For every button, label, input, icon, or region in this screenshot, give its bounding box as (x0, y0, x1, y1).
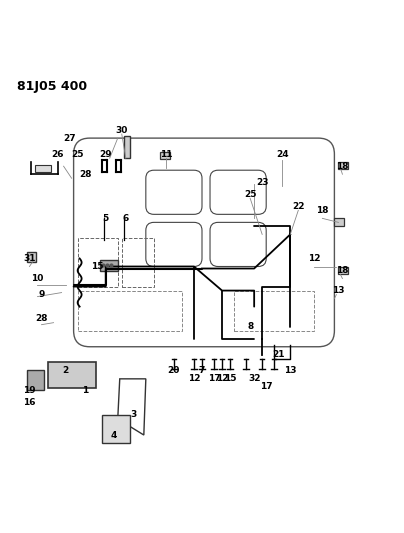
Text: 13: 13 (284, 366, 297, 375)
Bar (124, 136, 130, 158)
Text: 18: 18 (316, 206, 328, 215)
Text: 17: 17 (208, 374, 220, 383)
Text: 11: 11 (160, 150, 172, 159)
Text: 23: 23 (256, 177, 268, 187)
Text: 5: 5 (103, 214, 109, 223)
Text: 81J05 400: 81J05 400 (17, 80, 88, 93)
Text: 18: 18 (336, 266, 349, 275)
Text: 15: 15 (224, 374, 236, 383)
Text: 20: 20 (168, 366, 180, 375)
Text: 25: 25 (72, 150, 84, 159)
Text: 22: 22 (292, 202, 305, 211)
Bar (48, 362, 96, 388)
Text: 10: 10 (32, 274, 44, 283)
Text: 2: 2 (63, 366, 69, 375)
Text: 3: 3 (130, 410, 137, 419)
Text: 1: 1 (82, 386, 89, 395)
Text: 6: 6 (123, 214, 129, 223)
Text: 17: 17 (260, 382, 273, 391)
Text: 32: 32 (248, 374, 261, 383)
Bar (27, 370, 44, 390)
Text: 28: 28 (80, 169, 92, 179)
Bar (160, 152, 170, 159)
Bar (339, 266, 348, 274)
Polygon shape (102, 415, 130, 443)
Text: 27: 27 (63, 134, 76, 143)
Text: 4: 4 (111, 431, 117, 440)
Text: 16: 16 (23, 398, 36, 407)
Text: 28: 28 (35, 314, 48, 323)
Bar (78, 290, 182, 330)
Bar (100, 261, 118, 271)
Text: 24: 24 (276, 150, 288, 159)
Text: 31: 31 (23, 254, 36, 263)
Text: 25: 25 (244, 190, 257, 199)
Text: 12: 12 (188, 374, 200, 383)
Text: 7: 7 (199, 366, 205, 375)
Text: 12: 12 (216, 374, 228, 383)
Bar (27, 253, 36, 262)
Text: 26: 26 (51, 150, 64, 159)
Text: 13: 13 (332, 286, 345, 295)
Bar (234, 290, 314, 330)
Bar (122, 238, 154, 287)
Text: 29: 29 (99, 150, 112, 159)
Bar (78, 238, 118, 287)
Text: 19: 19 (23, 386, 36, 395)
Text: 30: 30 (116, 126, 128, 135)
Bar (335, 219, 345, 225)
Text: 18: 18 (336, 161, 349, 171)
Bar (339, 162, 348, 169)
Text: 9: 9 (38, 290, 45, 299)
Text: 12: 12 (308, 254, 321, 263)
Text: 8: 8 (247, 322, 253, 331)
Text: 21: 21 (272, 350, 284, 359)
Bar (35, 165, 51, 172)
Text: 15: 15 (91, 262, 104, 271)
